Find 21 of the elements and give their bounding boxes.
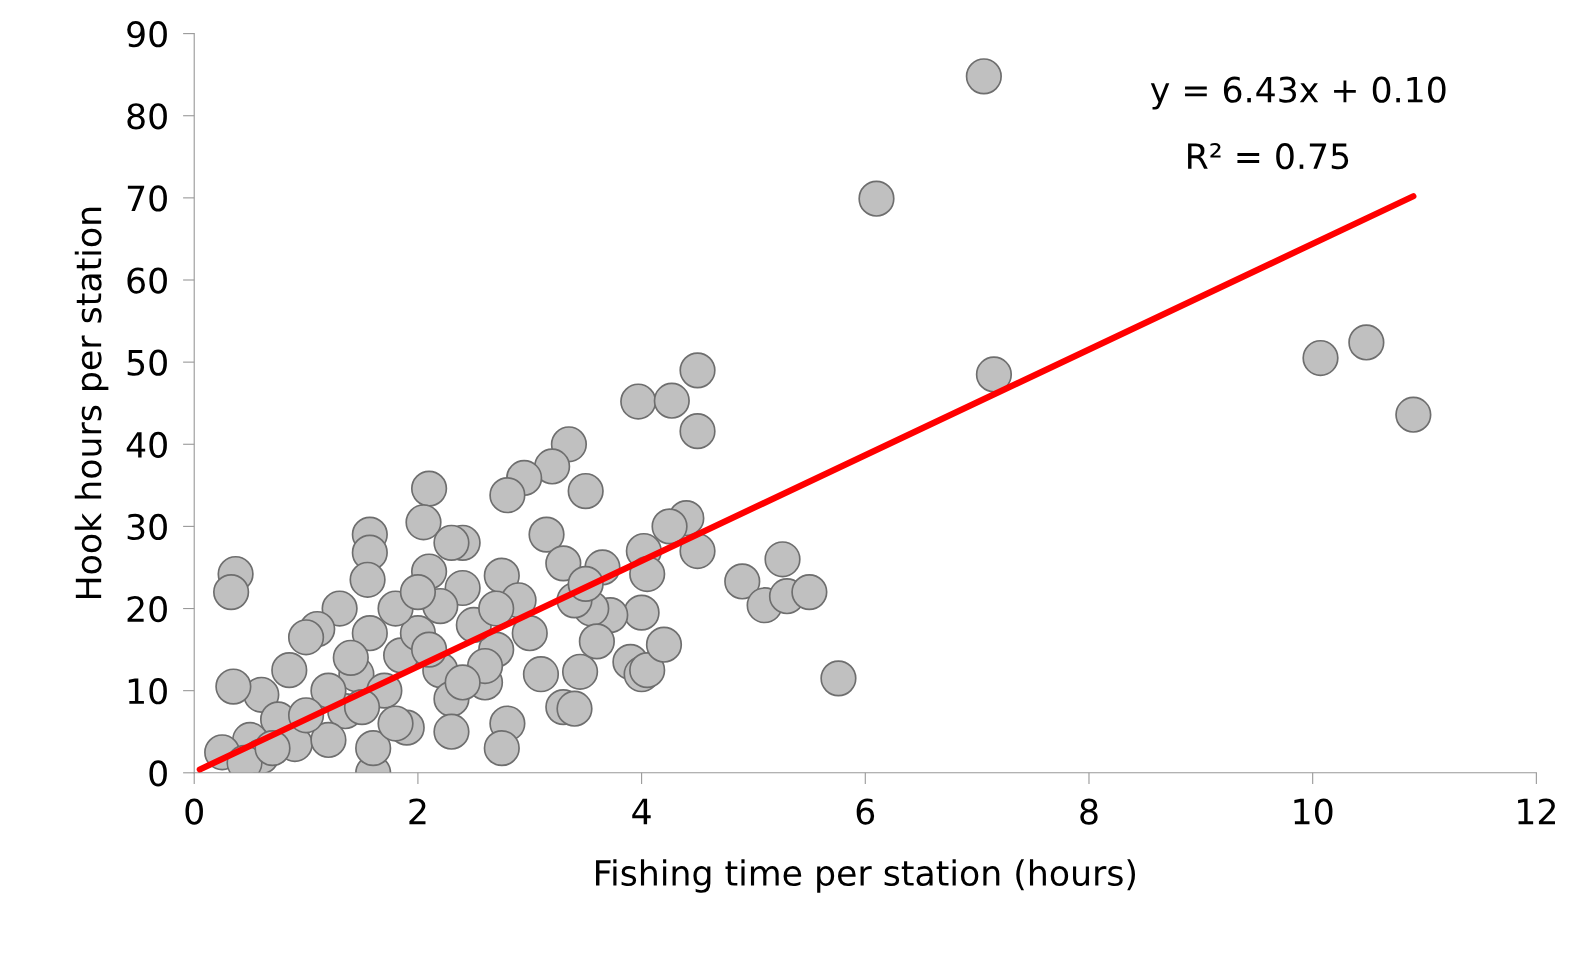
x-tick-label: 0: [185, 798, 203, 825]
y-tick-label: 10: [128, 678, 167, 705]
x-tick-label: 10: [1294, 798, 1333, 825]
y-tick-label: 70: [127, 185, 167, 212]
y-tick-label: 0: [149, 760, 167, 787]
y-tick-label: 60: [127, 267, 167, 294]
y-tick-label: 30: [127, 513, 167, 541]
x-tick-label: 12: [1518, 798, 1555, 825]
y-tick-label: 90: [127, 21, 167, 48]
y-tick-label: 50: [127, 349, 167, 376]
x-tick-label: 4: [632, 798, 651, 825]
x-tick-label: 6: [856, 798, 875, 825]
annotation: y = 6.43x + 0.10: [1150, 76, 1446, 110]
x-axis-title: Fishing time per station (hours): [596, 859, 1136, 893]
annotation: R² = 0.75: [1188, 143, 1349, 170]
y-tick-label: 80: [127, 103, 167, 130]
y-tick-label: 20: [127, 595, 167, 623]
x-tick-label: 2: [409, 798, 426, 825]
y-axis-title: Hook hours per station: [74, 207, 109, 599]
x-tick-label: 8: [1080, 798, 1098, 825]
y-tick-label: 40: [126, 431, 167, 458]
